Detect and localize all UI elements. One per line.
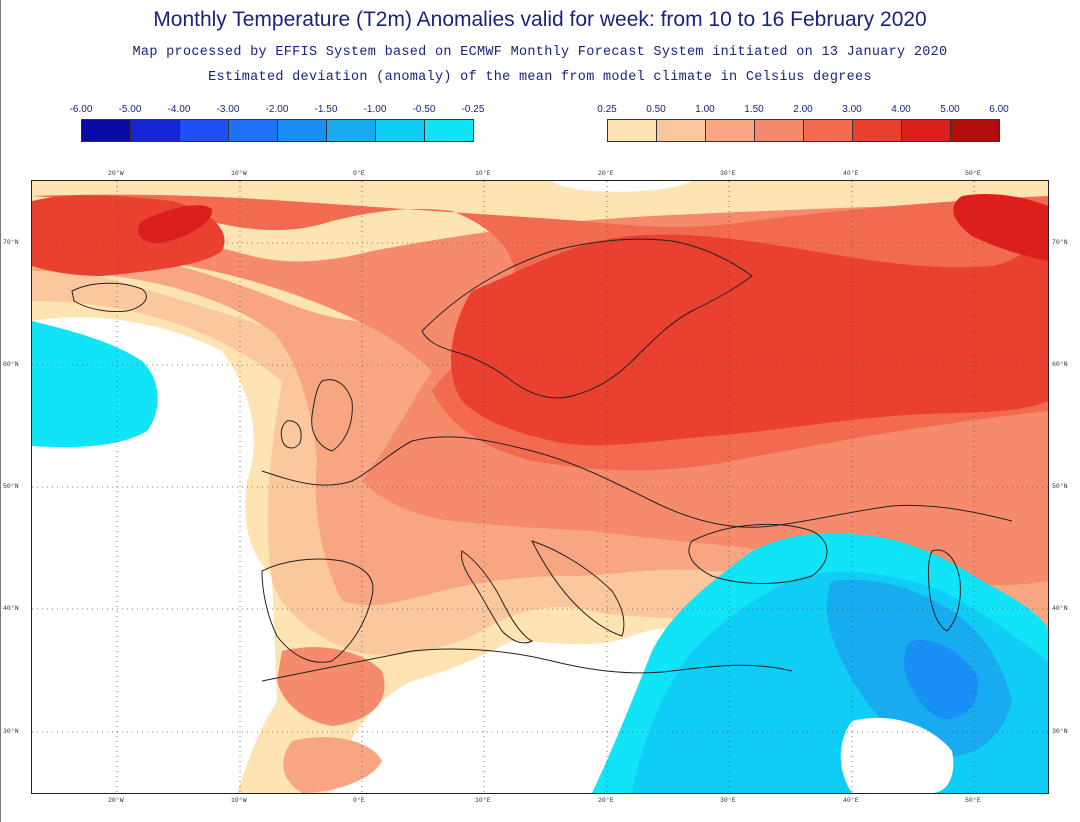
latitude-label-left: 70°N [3,239,19,246]
latitude-label-right: 60°N [1052,361,1068,368]
positive-scale-swatch [803,119,853,142]
positive-scale-label: 1.50 [744,104,764,115]
coastline-iceland [71,282,147,312]
longitude-label-top: 10°E [475,170,491,177]
coastline-scandinavia [421,238,753,399]
coastline-british-isles [280,379,353,452]
neutral-zone-arabia [840,717,954,793]
negative-scale-label: -1.00 [363,104,387,115]
negative-scale-swatch [81,119,131,142]
longitude-label-bottom: 30°E [720,797,736,804]
positive-scale-label: 5.00 [940,104,960,115]
negative-scale-swatch [228,119,278,142]
longitude-label-top: 50°E [965,170,981,177]
latitude-label-left: 40°N [3,605,19,612]
negative-scale-label: -4.00 [167,104,191,115]
neg-anomaly-core-200 [904,640,978,720]
positive-scale-label: 2.00 [793,104,813,115]
negative-scale-label: -3.00 [216,104,240,115]
anomaly-map [31,180,1049,794]
anomaly-map-canvas [32,181,1048,793]
positive-scale-swatch [852,119,902,142]
longitude-label-top: 10°W [231,170,247,177]
positive-scale-label: 1.00 [695,104,715,115]
negative-scale-label: -5.00 [118,104,142,115]
graticule-layer [32,181,1048,793]
coastline-continental-europe [261,436,1013,528]
longitude-label-top: 40°E [843,170,859,177]
positive-scale-label: 3.00 [842,104,862,115]
map-subtitle-units: Estimated deviation (anomaly) of the mea… [208,70,872,85]
latitude-label-left: 50°N [3,483,19,490]
positive-scale-swatch [754,119,804,142]
positive-scale-label: 0.50 [646,104,666,115]
longitude-label-bottom: 20°E [598,797,614,804]
latitude-label-right: 30°N [1052,728,1068,735]
neutral-zone-arctic-strip [552,181,692,192]
longitude-label-top: 20°E [598,170,614,177]
longitude-label-bottom: 0°E [353,797,365,804]
positive-scale-label: 4.00 [891,104,911,115]
positive-scale-swatch [950,119,1000,142]
longitude-label-bottom: 10°E [475,797,491,804]
pos-150-patch-iberia [277,647,385,726]
longitude-label-top: 20°W [108,170,124,177]
positive-scale-swatch [901,119,951,142]
positive-scale-swatch [607,119,657,142]
negative-scale-swatch [375,119,425,142]
negative-scale-swatch [179,119,229,142]
positive-scale-label: 6.00 [989,104,1009,115]
negative-scale-label: -1.50 [314,104,338,115]
latitude-label-right: 70°N [1052,239,1068,246]
longitude-label-bottom: 20°W [108,797,124,804]
positive-scale-label: 0.25 [597,104,617,115]
left-frame-line [0,0,1,822]
negative-scale-swatch [326,119,376,142]
coastline-caspian [927,549,961,632]
negative-scale-label: -0.25 [461,104,485,115]
negative-scale-swatch [277,119,327,142]
coastline-north-africa [261,648,793,682]
map-title: Monthly Temperature (T2m) Anomalies vali… [153,8,927,31]
latitude-label-right: 40°N [1052,605,1068,612]
longitude-label-top: 0°E [353,170,365,177]
pos-100-patch-morocco [283,737,382,793]
positive-scale-swatch [705,119,755,142]
map-subtitle-source: Map processed by EFFIS System based on E… [132,45,948,60]
latitude-label-left: 60°N [3,361,19,368]
coastline-layer [71,238,1013,682]
anomaly-core-400 [138,194,1048,261]
coastline-balkans-greece [531,540,625,637]
coastline-italy [461,550,534,644]
coastline-iberia [261,558,374,663]
negative-scale-label: -0.50 [412,104,436,115]
negative-scale-label: -6.00 [69,104,93,115]
latitude-label-left: 30°N [3,728,19,735]
negative-scale-label: -2.00 [265,104,289,115]
longitude-label-top: 30°E [720,170,736,177]
longitude-label-bottom: 10°W [231,797,247,804]
negative-scale-swatch [130,119,180,142]
coastline-black-sea [688,523,828,584]
anomaly-fill-layer [32,181,1048,793]
positive-scale-swatch [656,119,706,142]
latitude-label-right: 50°N [1052,483,1068,490]
longitude-label-bottom: 40°E [843,797,859,804]
neg-anomaly-atlantic [32,321,158,448]
negative-scale-swatch [424,119,474,142]
anomaly-band-300 [32,195,1048,446]
longitude-label-bottom: 50°E [965,797,981,804]
